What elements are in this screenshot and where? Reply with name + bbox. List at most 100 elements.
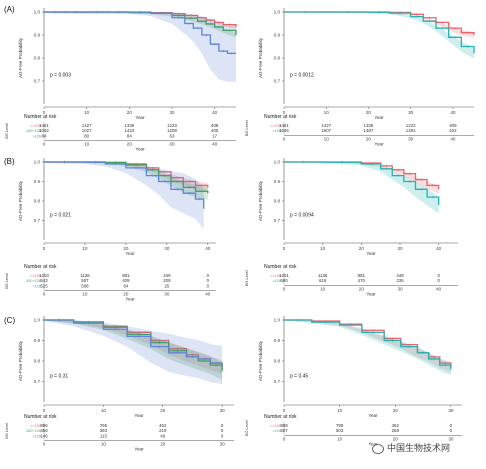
risk-count: 209 [163,278,171,283]
x-tick-label: 20 [127,110,133,115]
y-axis-label: AD-Free Probability [18,340,23,381]
x-tick-label: 10 [82,246,88,251]
y-tick-label: 1.0 [34,10,41,15]
x-axis-label: Year [134,413,144,418]
risk-ylabel: BG Level [245,120,249,136]
x-tick-label: 10 [337,408,343,413]
risk-count: 1203 [39,273,49,278]
risk-count: 690 [280,278,288,283]
risk-count: 1281 [406,128,416,133]
risk-ylabel: BG Level [245,270,249,286]
risk-x-axis-label: Year [366,291,376,296]
y-tick-label: 0.7 [34,218,41,223]
panel-letter: (B) [4,157,15,166]
y-tick-label: 0.9 [34,33,41,38]
x-tick-label: 40 [205,246,211,251]
risk-ylabel: BG Level [5,273,9,289]
risk-count: 1223 [167,123,177,128]
km-panel-C-right: 0.7 0.8 0.9 1.0 0 10 20 30 Year AD-Free Probabili… [245,316,462,446]
risk-x-tick-label: 0 [283,136,286,141]
risk-count: 795 [100,423,108,428]
risk-ylabel: BG Level [245,420,249,436]
p-value: p = 0.31 [50,373,68,379]
x-tick-label: 20 [123,246,129,251]
risk-x-tick-label: 30 [169,142,175,147]
y-tick-label: 0.8 [34,199,41,204]
risk-count: 543 [40,278,48,283]
risk-title: Number at risk [264,414,297,420]
risk-count: 1427 [321,123,331,128]
risk-count: 0 [221,428,224,433]
x-tick-label: 30 [408,110,414,115]
risk-count: 63 [170,133,175,138]
risk-count: 0 [207,283,210,288]
x-tick-label: 0 [283,246,286,251]
risk-count: 0 [437,278,440,283]
risk-count: 235 [396,278,404,283]
km-panel-B-left: (B) 0.7 0.8 0.9 1.0 0 10 20 30 40 Year AD-Free Prob… [4,157,216,302]
risk-x-tick-label: 20 [393,436,399,441]
risk-count: 408 [211,123,219,128]
risk-count: 898 [280,423,288,428]
risk-count: 0 [207,278,210,283]
risk-x-tick-label: 30 [164,292,170,297]
risk-ylabel: BG Level [5,423,9,439]
risk-x-tick-label: 10 [337,436,343,441]
risk-count: 1338 [364,123,374,128]
x-axis-label: Year [374,115,384,120]
risk-count: 507 [81,278,89,283]
risk-count: 798 [336,423,344,428]
risk-x-tick-label: 0 [283,436,286,441]
km-curve-red [284,319,452,368]
x-tick-label: 30 [448,408,454,413]
p-value: p = 0.0012 [290,72,314,78]
ci-band-red [284,12,474,38]
x-tick-label: 40 [212,110,218,115]
risk-strata-label: <=100 [270,424,281,428]
x-axis-label: Year [368,413,378,418]
risk-x-tick-label: 40 [436,286,442,291]
risk-count: 881 [358,273,366,278]
x-tick-label: 10 [101,408,107,413]
x-tick-label: 20 [393,408,399,413]
wechat-icon [372,443,384,454]
km-curve-teal [284,161,440,205]
risk-x-tick-label: 30 [408,136,414,141]
risk-title: Number at risk [24,114,57,120]
risk-count: 1607 [321,128,331,133]
y-tick-label: 1.0 [274,10,281,15]
y-axis-label: AD-Free Probability [18,180,23,221]
y-axis-label: AD-Free Probability [258,180,263,221]
km-panel-A-right: 0.7 0.8 0.9 1.0 0 10 20 30 40 Year AD-Free Probabi… [245,8,475,146]
x-tick-label: 20 [366,110,372,115]
risk-count: 409 [449,123,457,128]
risk-count: 1487 [364,128,374,133]
ci-band-blue [44,162,204,229]
risk-count: 462 [159,423,167,428]
y-axis-label: AD-Free Probability [18,37,23,78]
km-curve-teal [284,11,475,54]
x-tick-label: 20 [160,408,166,413]
risk-count: 615 [319,278,327,283]
x-tick-label: 10 [84,110,90,115]
risk-count: 508 [81,283,89,288]
y-tick-label: 0.7 [274,218,281,223]
risk-count: 25 [164,283,169,288]
y-tick-label: 0.8 [274,359,281,364]
risk-title: Number at risk [264,114,297,120]
y-tick-label: 1.0 [274,318,281,323]
risk-strata-label: <=100 [270,274,281,278]
risk-strata-label: 100~126 [26,129,41,133]
ci-band-teal [284,12,474,59]
watermark: 中国生物技术网 [372,441,450,454]
risk-x-tick-label: 40 [212,142,218,147]
risk-count: 1336 [124,123,134,128]
y-tick-label: 0.8 [34,359,41,364]
x-tick-label: 10 [324,110,330,115]
risk-x-tick-label: 40 [450,136,456,141]
risk-count: 64 [123,283,128,288]
y-tick-label: 0.7 [274,79,281,84]
risk-x-tick-label: 10 [324,136,330,141]
risk-count: 0 [221,433,224,438]
p-value: p = 0.45 [290,373,308,379]
